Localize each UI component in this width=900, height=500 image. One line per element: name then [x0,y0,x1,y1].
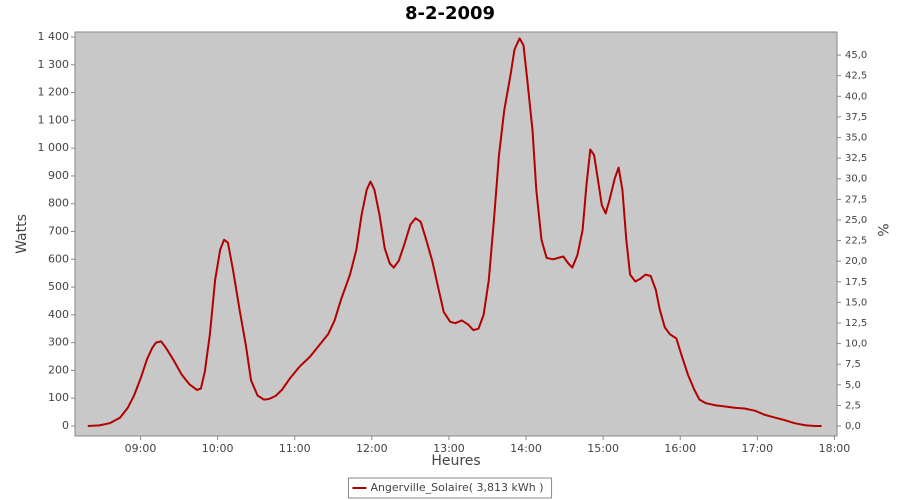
x-tick-label: 12:00 [356,442,388,455]
y2-tick-label: 15,0 [845,297,867,308]
y-tick-label: 900 [48,169,69,182]
x-tick-label: 15:00 [587,442,619,455]
x-axis-title: Heures [431,453,480,469]
y-tick-label: 1 200 [38,86,70,99]
y-axis-title: Watts [14,214,30,254]
legend-label: Angerville_Solaire( 3,813 kWh ) [370,481,543,494]
y2-tick-label: 42,5 [845,71,867,82]
y2-tick-label: 17,5 [845,277,867,288]
y-tick-label: 200 [48,363,69,376]
x-tick-label: 17:00 [741,442,773,455]
y2-tick-label: 40,0 [845,91,867,102]
x-tick-label: 14:00 [510,442,542,455]
y2-tick-label: 20,0 [845,256,867,267]
y-tick-label: 300 [48,336,69,349]
y2-tick-label: 27,5 [845,194,867,205]
y2-tick-label: 35,0 [845,133,867,144]
y2-tick-label: 12,5 [845,318,867,329]
y-tick-label: 500 [48,280,69,293]
legend: Angerville_Solaire( 3,813 kWh ) [347,477,553,499]
x-tick-label: 16:00 [664,442,696,455]
y-tick-label: 100 [48,391,69,404]
y-tick-label: 0 [62,419,69,432]
y-tick-label: 1 100 [38,113,70,126]
y2-tick-label: 7,5 [845,359,861,370]
x-tick-label: 09:00 [125,442,157,455]
y-tick-label: 800 [48,197,69,210]
y2-tick-label: 32,5 [845,153,867,164]
y2-tick-label: 10,0 [845,339,867,350]
y-tick-label: 400 [48,308,69,321]
x-tick-label: 13:00 [433,442,465,455]
y2-tick-label: 45,0 [845,50,867,61]
y-tick-label: 700 [48,224,69,237]
x-tick-label: 18:00 [819,442,851,455]
legend-box [347,477,553,499]
y-tick-label: 1 400 [38,30,70,43]
chart-title: 8-2-2009 [405,3,495,24]
y2-tick-label: 5,0 [845,380,861,391]
y2-tick-label: 22,5 [845,236,867,247]
plot-area [74,31,838,437]
x-tick-label: 10:00 [202,442,234,455]
y-tick-label: 1 300 [38,58,70,71]
y2-tick-label: 37,5 [845,112,867,123]
y-tick-label: 600 [48,252,69,265]
y-tick-label: 1 000 [38,141,70,154]
y2-tick-label: 30,0 [845,174,867,185]
y2-tick-label: 25,0 [845,215,867,226]
x-tick-label: 11:00 [279,442,311,455]
y2-tick-label: 0,0 [845,421,861,432]
y2-axis-title: % [874,223,890,236]
y2-tick-label: 2,5 [845,400,861,411]
series-line [87,37,822,427]
